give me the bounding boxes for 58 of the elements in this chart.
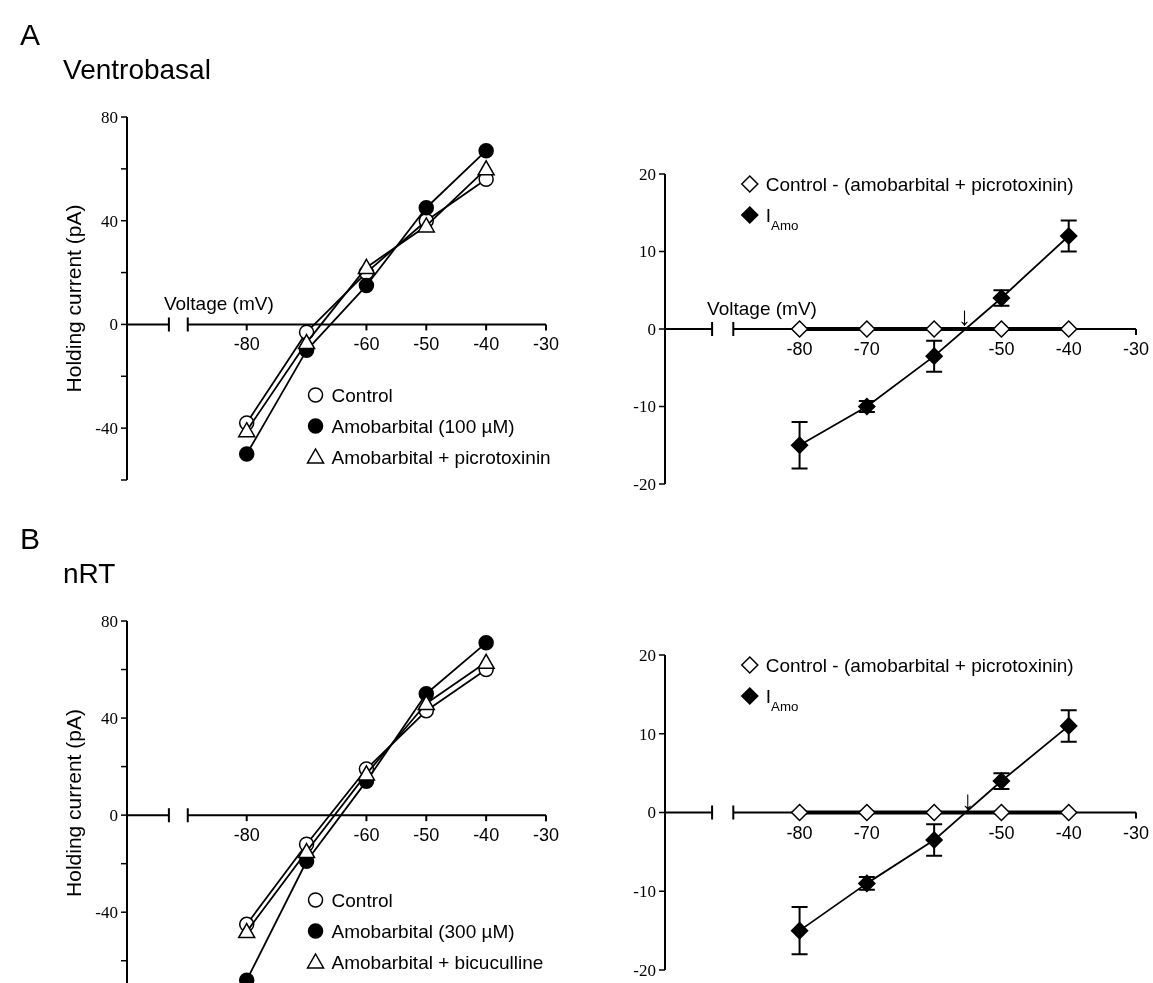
chart-title: Ventrobasal xyxy=(63,54,211,85)
y-tick-label: -20 xyxy=(633,474,656,494)
legend-label: Control xyxy=(331,889,393,911)
x-axis-title: Voltage (mV) xyxy=(163,293,274,315)
y-tick-label: -10 xyxy=(633,397,656,417)
x-tick-label: -70 xyxy=(853,339,880,359)
y-tick-label: -40 xyxy=(95,903,118,923)
legend-label: Amobarbital + bicuculline xyxy=(331,951,544,973)
x-tick-label: -80 xyxy=(786,822,813,843)
y-axis-title: Holding current (pA) xyxy=(62,204,85,393)
y-axis-title: Holding current (pA) xyxy=(62,709,85,897)
legend-label: I$_{Amo}$ xyxy=(765,204,799,233)
y-tick-label: 0 xyxy=(647,319,656,339)
x-tick-label: -50 xyxy=(988,339,1015,359)
legend-label: Control - (amobarbital + picrotoxinin) xyxy=(765,173,1074,195)
x-tick-label: -40 xyxy=(473,334,500,355)
legend-label: Amobarbital + picrotoxinin xyxy=(331,446,551,468)
legend-label: Control - (amobarbital + picrotoxinin) xyxy=(765,654,1074,676)
text: B xyxy=(20,522,41,555)
x-axis-title: Voltage (mV) xyxy=(707,298,817,319)
x-tick-label: -60 xyxy=(353,825,380,846)
y-tick-label: 10 xyxy=(639,242,656,262)
y-tick-label: 40 xyxy=(101,709,118,729)
legend-label: I$_{Amo}$ xyxy=(765,685,799,714)
x-tick-label: -30 xyxy=(532,825,560,846)
y-tick-label: 40 xyxy=(101,211,118,231)
y-tick-label: -20 xyxy=(633,960,656,980)
y-tick-label: 20 xyxy=(639,164,656,184)
y-tick-label: -10 xyxy=(633,882,656,902)
text: A xyxy=(20,18,41,51)
y-tick-label: 0 xyxy=(109,806,118,826)
y-tick-label: 20 xyxy=(639,645,656,665)
legend-label: Amobarbital (300 µM) xyxy=(331,920,515,942)
x-tick-label: -50 xyxy=(988,822,1015,843)
annotation: ↓ xyxy=(957,301,971,331)
annotation: ↓ xyxy=(961,784,975,815)
y-tick-label: 0 xyxy=(109,315,118,335)
y-tick-label: 80 xyxy=(101,107,118,127)
x-tick-label: -80 xyxy=(786,339,813,359)
x-tick-label: -80 xyxy=(233,334,260,355)
x-tick-label: -40 xyxy=(1055,822,1082,843)
x-tick-label: -60 xyxy=(353,334,380,355)
legend-label: Control xyxy=(331,384,393,406)
y-tick-label: -40 xyxy=(95,419,118,439)
x-tick-label: -50 xyxy=(413,334,440,355)
x-tick-label: -40 xyxy=(1055,339,1082,359)
x-tick-label: -30 xyxy=(1122,339,1150,359)
x-tick-label: -70 xyxy=(853,822,880,843)
y-tick-label: 0 xyxy=(647,803,656,823)
x-tick-label: -30 xyxy=(532,334,560,355)
x-tick-label: -30 xyxy=(1122,822,1150,843)
legend-label: Amobarbital (100 µM) xyxy=(331,415,515,437)
y-tick-label: 80 xyxy=(101,611,118,631)
x-tick-label: -80 xyxy=(233,825,260,846)
chart-title: nRT xyxy=(63,558,116,589)
x-tick-label: -50 xyxy=(413,825,440,846)
y-tick-label: 10 xyxy=(639,724,656,744)
x-tick-label: -40 xyxy=(473,825,500,846)
